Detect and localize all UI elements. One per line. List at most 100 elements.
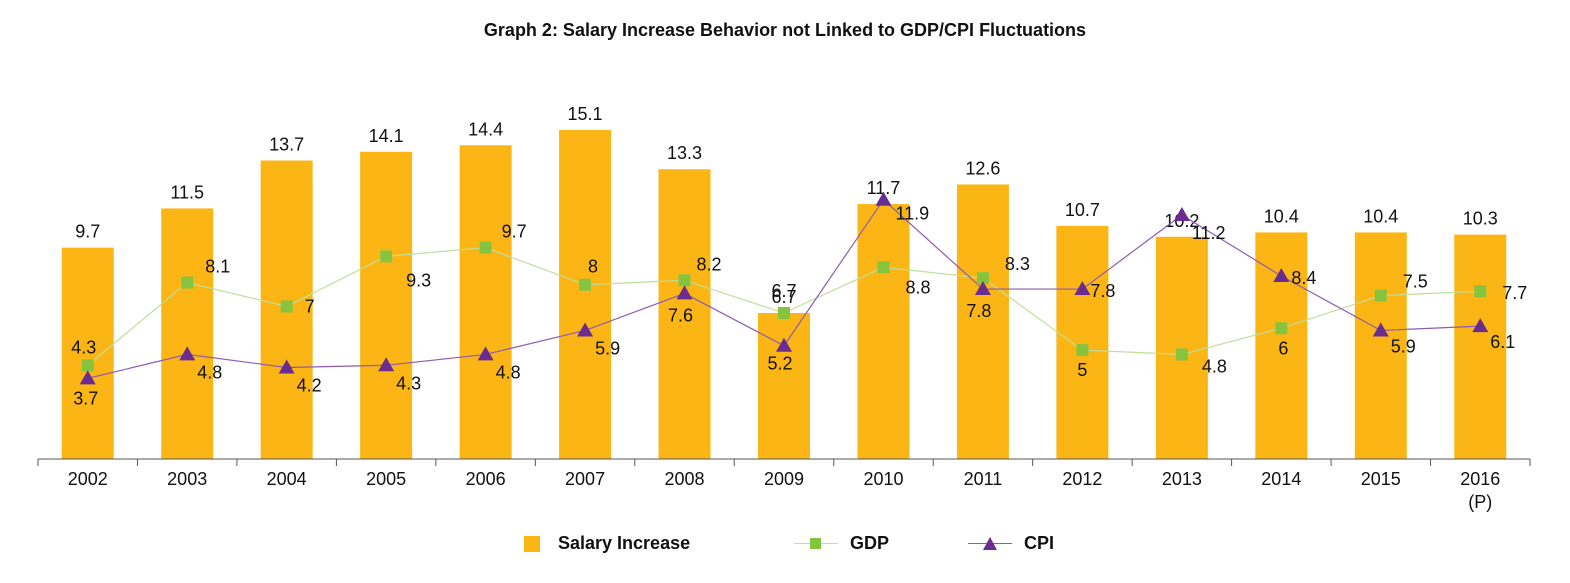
- legend-item-gdp: GDP: [794, 533, 889, 554]
- x-tick-label-2016: 2016: [1460, 469, 1500, 489]
- data-label-cpi-2002: 3.7: [73, 388, 98, 408]
- legend-swatch-salary: [524, 535, 540, 552]
- bar-salary-2006: [459, 145, 512, 460]
- x-tick-label-2013: 2013: [1162, 469, 1202, 489]
- data-label-cpi-2015: 5.9: [1391, 336, 1416, 356]
- x-tick-label-2012: 2012: [1062, 469, 1102, 489]
- data-label-gdp-2007: 8: [588, 257, 598, 277]
- data-label-gdp-2010: 8.8: [905, 277, 930, 297]
- data-label-gdp-2005: 9.3: [406, 270, 431, 290]
- data-label-gdp-2004: 7: [305, 296, 315, 316]
- data-label-salary-2009: 6.7: [771, 287, 796, 307]
- data-label-gdp-2014: 6: [1278, 338, 1288, 358]
- point-gdp-2009: [778, 307, 790, 320]
- data-label-salary-2014: 10.4: [1264, 206, 1299, 226]
- bar-salary-2010: [857, 204, 910, 459]
- point-cpi-2002: [79, 370, 96, 385]
- legend-item-cpi: CPI: [968, 533, 1054, 554]
- data-label-gdp-2012: 5: [1077, 360, 1087, 380]
- bar-salary-2005: [360, 151, 413, 459]
- bar-salary-2015: [1354, 232, 1407, 459]
- point-gdp-2010: [877, 261, 890, 274]
- point-cpi-2010: [875, 191, 892, 206]
- point-cpi-2015: [1372, 322, 1389, 337]
- bar-salary-2012: [1056, 225, 1109, 459]
- point-cpi-2007: [577, 322, 594, 337]
- legend-label-salary: Salary Increase: [558, 533, 691, 553]
- bar-salary-2002: [61, 247, 114, 459]
- x-tick-label-2011: 2011: [964, 469, 1003, 489]
- data-label-gdp-2009: 6.7: [771, 281, 796, 301]
- x-tick-label-2006: 2006: [466, 469, 506, 489]
- data-label-cpi-2012: 7.8: [1090, 281, 1115, 301]
- chart-title: Graph 2: Salary Increase Behavior not Li…: [483, 20, 1087, 40]
- point-cpi-2016: [1472, 318, 1489, 333]
- point-gdp-2016: [1474, 285, 1487, 298]
- x-tick-label-2015: 2015: [1361, 469, 1401, 489]
- data-label-gdp-2015: 7.5: [1403, 272, 1428, 292]
- point-cpi-2008: [676, 285, 693, 300]
- point-cpi-2014: [1273, 267, 1290, 282]
- x-tick-label-2004: 2004: [267, 469, 307, 489]
- data-label-gdp-2011: 8.3: [1005, 254, 1030, 274]
- data-label-cpi-2004: 4.2: [297, 375, 322, 395]
- bar-salary-2013: [1155, 236, 1208, 459]
- point-cpi-2013: [1173, 206, 1190, 221]
- data-label-gdp-2016: 7.7: [1502, 283, 1527, 303]
- data-label-salary-2008: 13.3: [667, 143, 702, 163]
- data-label-salary-2015: 10.4: [1363, 206, 1398, 226]
- data-label-salary-2007: 15.1: [568, 104, 603, 124]
- point-gdp-2015: [1374, 289, 1387, 302]
- point-cpi-2009: [776, 337, 792, 352]
- data-label-gdp-2013: 4.8: [1202, 356, 1227, 376]
- data-label-gdp-2006: 9.7: [502, 222, 527, 242]
- point-gdp-2008: [678, 274, 691, 287]
- legend-swatch-gdp: [794, 536, 838, 552]
- data-label-gdp-2008: 8.2: [697, 254, 722, 274]
- bar-salary-2008: [658, 169, 711, 459]
- data-label-salary-2012: 10.7: [1065, 200, 1100, 220]
- data-label-salary-2010: 11.7: [867, 178, 901, 198]
- data-label-salary-2011: 12.6: [965, 158, 1000, 178]
- data-label-salary-2003: 11.5: [170, 182, 204, 202]
- x-tick-label-2007: 2007: [565, 469, 605, 489]
- bar-salary-2011: [956, 184, 1009, 459]
- data-label-cpi-2011: 7.8: [966, 301, 991, 321]
- data-label-gdp-2003: 8.1: [205, 257, 230, 277]
- data-label-cpi-2007: 5.9: [595, 338, 620, 358]
- point-gdp-2004: [280, 300, 293, 313]
- x-tick-sublabel-2016: (P): [1468, 492, 1492, 512]
- point-cpi-2006: [477, 346, 494, 361]
- point-gdp-2003: [181, 276, 194, 289]
- x-tick-label-2005: 2005: [366, 469, 406, 489]
- legend-label-gdp: GDP: [850, 533, 890, 553]
- legend-item-salary: Salary Increase: [524, 533, 690, 554]
- data-label-cpi-2008: 7.6: [668, 305, 693, 325]
- legend-label-cpi: CPI: [1024, 533, 1055, 553]
- point-cpi-2011: [974, 281, 991, 296]
- data-label-salary-2005: 14.1: [369, 126, 404, 146]
- point-gdp-2006: [479, 241, 492, 254]
- data-label-cpi-2006: 4.8: [496, 362, 521, 382]
- point-gdp-2014: [1275, 322, 1288, 335]
- x-tick-label-2003: 2003: [167, 469, 207, 489]
- point-gdp-2005: [380, 250, 393, 263]
- data-label-cpi-2010: 11.9: [895, 204, 929, 224]
- data-label-salary-2006: 14.4: [468, 119, 503, 139]
- point-gdp-2002: [81, 359, 94, 372]
- legend-swatch-cpi: [968, 536, 1012, 552]
- data-label-cpi-2013: 11.2: [1192, 223, 1226, 243]
- bar-salary-2016: [1454, 234, 1507, 459]
- data-label-cpi-2009: 5.2: [767, 354, 792, 374]
- point-gdp-2007: [579, 278, 592, 291]
- data-label-cpi-2005: 4.3: [396, 373, 421, 393]
- x-tick-label-2008: 2008: [665, 469, 705, 489]
- data-label-salary-2002: 9.7: [75, 222, 100, 242]
- point-cpi-2005: [378, 357, 395, 372]
- x-tick-label-2009: 2009: [764, 469, 804, 489]
- data-label-gdp-2002: 4.3: [71, 337, 96, 357]
- point-gdp-2013: [1175, 348, 1188, 361]
- data-label-salary-2016: 10.3: [1463, 209, 1498, 229]
- x-tick-label-2002: 2002: [68, 469, 108, 489]
